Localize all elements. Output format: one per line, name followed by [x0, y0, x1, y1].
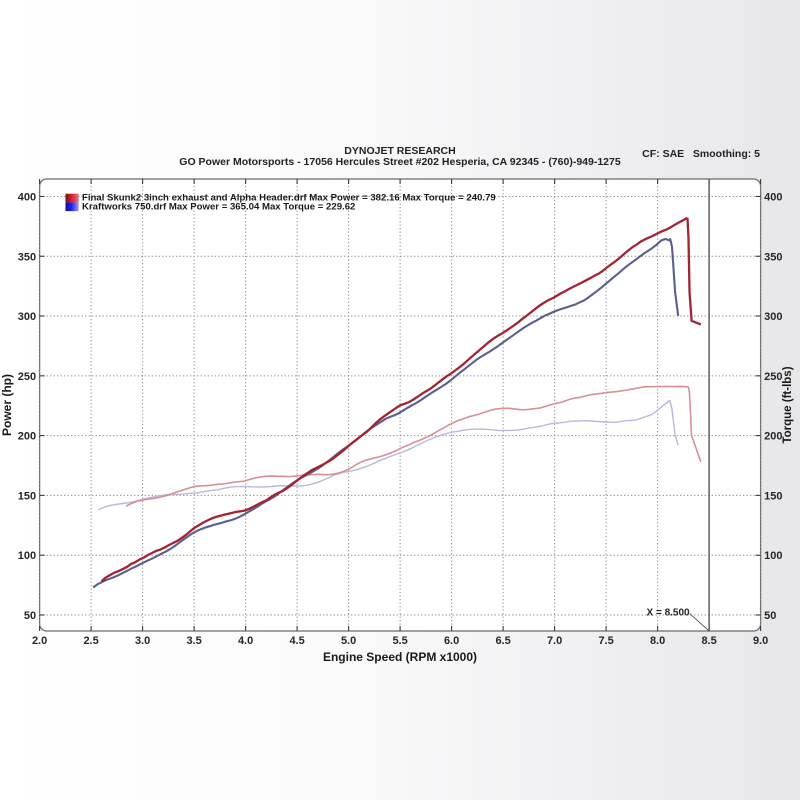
svg-text:8.0: 8.0: [650, 635, 665, 647]
svg-text:8.5: 8.5: [701, 635, 716, 647]
svg-text:Torque (ft-lbs): Torque (ft-lbs): [782, 366, 794, 443]
svg-text:50: 50: [764, 610, 776, 622]
svg-text:350: 350: [764, 251, 782, 263]
svg-text:200: 200: [18, 431, 36, 443]
svg-text:Engine Speed (RPM x1000): Engine Speed (RPM x1000): [323, 650, 477, 664]
svg-text:250: 250: [764, 371, 782, 383]
svg-text:6.0: 6.0: [444, 635, 459, 647]
svg-text:400: 400: [18, 191, 36, 203]
svg-text:100: 100: [18, 550, 36, 562]
svg-text:9.0: 9.0: [753, 635, 768, 647]
svg-text:5.5: 5.5: [392, 635, 407, 647]
svg-text:300: 300: [18, 311, 36, 323]
svg-text:2.5: 2.5: [83, 635, 98, 647]
svg-text:200: 200: [764, 431, 782, 443]
svg-text:3.5: 3.5: [186, 635, 201, 647]
svg-text:100: 100: [764, 550, 782, 562]
svg-text:7.5: 7.5: [598, 635, 613, 647]
svg-text:150: 150: [764, 490, 782, 502]
svg-text:150: 150: [18, 490, 36, 502]
svg-text:5.0: 5.0: [341, 635, 356, 647]
svg-text:Power (hp): Power (hp): [0, 374, 14, 436]
svg-text:Kraftworks 750.drf Max Power =: Kraftworks 750.drf Max Power = 365.04 Ma…: [82, 202, 355, 213]
svg-text:3.0: 3.0: [135, 635, 150, 647]
svg-text:300: 300: [764, 311, 782, 323]
svg-text:4.5: 4.5: [289, 635, 304, 647]
svg-text:X = 8.500: X = 8.500: [647, 608, 691, 619]
svg-text:250: 250: [18, 371, 36, 383]
svg-text:2.0: 2.0: [32, 635, 47, 647]
svg-text:7.0: 7.0: [547, 635, 562, 647]
svg-text:GO Power Motorsports - 17056 H: GO Power Motorsports - 17056 Hercules St…: [179, 156, 621, 168]
svg-text:50: 50: [24, 610, 36, 622]
svg-text:6.5: 6.5: [495, 635, 510, 647]
svg-text:4.0: 4.0: [238, 635, 253, 647]
svg-text:CF: SAE Smoothing: 5: CF: SAE Smoothing: 5: [642, 148, 760, 160]
svg-text:350: 350: [18, 251, 36, 263]
svg-text:400: 400: [764, 191, 782, 203]
